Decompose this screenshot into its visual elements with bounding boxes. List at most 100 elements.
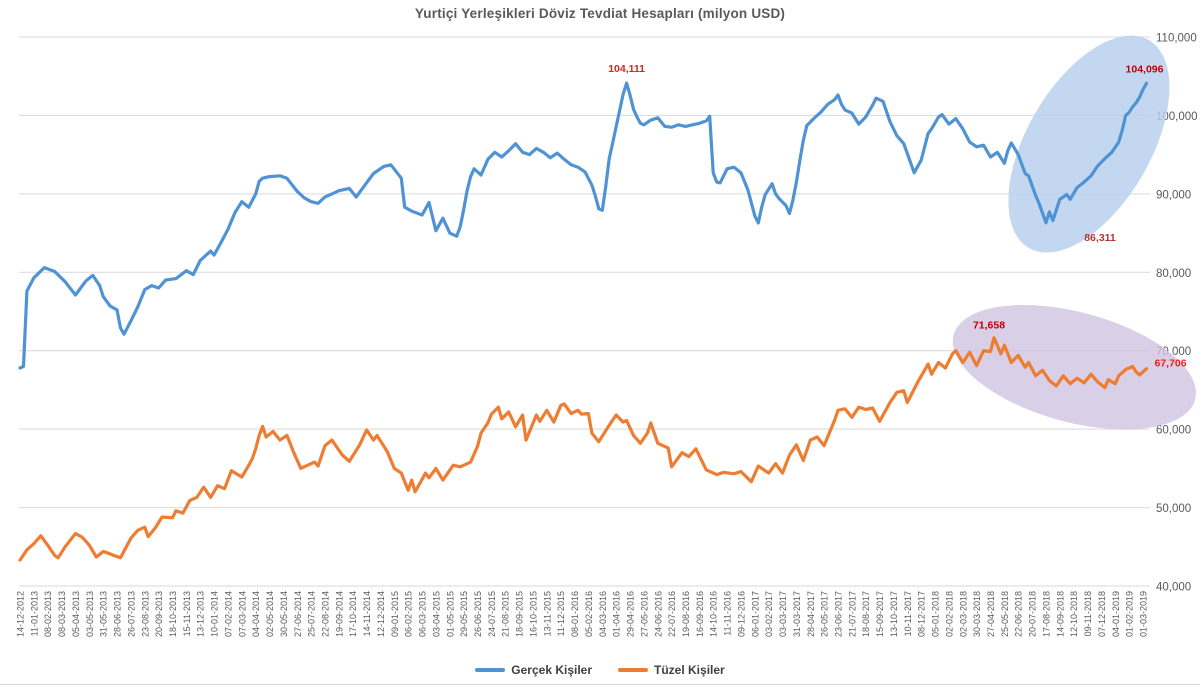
x-axis-label: 27-06-2014: [293, 591, 303, 637]
legend-item-gercek-kisiler: Gerçek Kişiler: [475, 663, 592, 677]
x-axis-label: 23-08-2013: [140, 591, 150, 637]
x-axis-label: 06-03-2015: [418, 591, 428, 637]
x-axis-label: 01-05-2015: [445, 591, 455, 637]
x-axis-label: 31-03-2017: [792, 591, 802, 637]
legend-swatch-blue-line-icon: [475, 668, 506, 672]
x-axis-label: 26-06-2015: [473, 591, 483, 637]
x-axis-label: 30-03-2018: [972, 591, 982, 637]
x-axis-label: 20-07-2018: [1028, 591, 1038, 637]
x-axis-label: 05-02-2016: [584, 591, 594, 637]
x-axis-label: 23-06-2017: [834, 591, 844, 637]
x-axis-label: 14-10-2016: [709, 591, 719, 637]
x-axis-label: 15-09-2017: [875, 591, 885, 637]
x-axis-label: 07-12-2018: [1097, 591, 1107, 637]
legend: Gerçek Kişiler Tüzel Kişiler: [0, 663, 1200, 677]
annotation-104111: 104,111: [608, 63, 645, 75]
x-axis-label: 03-04-2015: [431, 591, 441, 637]
x-axis-label: 17-08-2018: [1042, 591, 1052, 637]
x-axis-label: 27-05-2016: [639, 591, 649, 637]
y-axis-label: 40,000: [1156, 582, 1191, 594]
x-axis-label: 08-03-2013: [57, 591, 67, 637]
annotation-86311: 86,311: [1084, 232, 1116, 244]
x-axis-label: 02-02-2018: [944, 591, 954, 637]
x-axis-label: 04-03-2016: [598, 591, 608, 637]
y-axis-label: 50,000: [1156, 503, 1191, 515]
x-axis-label: 07-03-2014: [237, 591, 247, 637]
x-axis-label: 08-02-2013: [43, 591, 53, 637]
x-axis-label: 18-10-2013: [168, 591, 178, 637]
x-axis-label: 03-05-2013: [85, 591, 95, 637]
x-axis-label: 27-04-2018: [986, 591, 996, 637]
x-axis-label: 11-01-2013: [29, 591, 39, 636]
x-axis-label: 02-05-2014: [265, 591, 275, 637]
x-axis-label: 24-06-2016: [653, 591, 663, 637]
x-axis-label: 18-08-2017: [861, 591, 871, 637]
x-axis-label: 07-02-2014: [224, 591, 234, 637]
annotation-71658: 71,658: [973, 320, 1005, 332]
series-line-tuzel-kisiler: [18, 336, 1149, 562]
x-axis-label: 28-04-2017: [806, 591, 816, 637]
x-axis-label: 08-12-2017: [917, 591, 927, 637]
x-axis-label: 16-10-2015: [529, 591, 539, 637]
chart-title: Yurtiçi Yerleşikleri Döviz Tevdiat Hesap…: [414, 6, 786, 21]
x-axis-label: 24-07-2015: [487, 591, 497, 637]
x-axis-label: 09-01-2015: [390, 591, 400, 637]
x-axis-label: 30-05-2014: [279, 591, 289, 637]
x-axis-label: 31-05-2013: [99, 591, 109, 637]
blue-highlight-ellipse: [1008, 35, 1170, 253]
x-axis-label: 08-01-2016: [570, 591, 580, 637]
annotation-67706: 67,706: [1155, 358, 1187, 370]
x-axis-label: 11-11-2016: [723, 591, 733, 636]
x-axis-label: 04-01-2019: [1111, 591, 1121, 637]
x-axis-label: 10-01-2014: [210, 591, 220, 637]
x-axis-label: 05-04-2013: [71, 591, 81, 637]
x-axis-label: 21-08-2015: [501, 591, 511, 637]
x-axis-label: 13-10-2017: [889, 591, 899, 637]
x-axis-label: 29-04-2016: [626, 591, 636, 637]
x-axis-label: 19-08-2016: [681, 591, 691, 637]
x-axis-label: 13-11-2015: [542, 591, 552, 636]
x-axis-label: 28-06-2013: [113, 591, 123, 637]
x-axis-label: 26-05-2017: [820, 591, 830, 637]
x-axis-label: 20-09-2013: [154, 591, 164, 637]
legend-item-tuzel-kisiler: Tüzel Kişiler: [618, 663, 725, 677]
purple-highlight-ellipse: [952, 304, 1196, 430]
x-axis-label: 22-07-2016: [667, 591, 677, 637]
x-axis-label: 14-12-2012: [16, 591, 26, 637]
x-axis-label: 26-07-2013: [126, 591, 136, 637]
x-axis-label: 01-04-2016: [612, 591, 622, 637]
x-axis-label: 29-05-2015: [459, 591, 469, 637]
x-axis-label: 01-03-2019: [1139, 591, 1149, 637]
y-axis-label: 90,000: [1156, 189, 1191, 201]
x-axis-label: 12-10-2018: [1069, 591, 1079, 637]
x-axis-label: 14-11-2014: [362, 591, 372, 636]
series-line-gercek-kisiler: [18, 81, 1149, 370]
x-axis-label: 15-11-2013: [182, 591, 192, 636]
x-axis-label: 03-03-2017: [778, 591, 788, 637]
x-axis-label: 01-02-2019: [1125, 591, 1135, 637]
x-axis-label: 10-11-2017: [903, 591, 913, 636]
y-axis-label: 80,000: [1156, 268, 1191, 280]
x-axis-label: 04-04-2014: [251, 591, 261, 637]
x-axis-label: 05-01-2018: [931, 591, 941, 637]
x-axis-label: 22-08-2014: [321, 591, 331, 637]
legend-label-tuzel-kisiler: Tüzel Kişiler: [654, 663, 725, 677]
x-axis-label: 21-07-2017: [847, 591, 857, 637]
x-axis-label: 03-02-2017: [764, 591, 774, 637]
x-axis-label: 13-12-2013: [196, 591, 206, 637]
x-axis-label: 25-05-2018: [1000, 591, 1010, 637]
x-axis-label: 14-09-2018: [1055, 591, 1065, 637]
y-axis-label: 110,000: [1156, 33, 1197, 45]
legend-swatch-orange-line-icon: [618, 668, 649, 672]
x-axis-label: 06-02-2015: [404, 591, 414, 637]
legend-label-gercek-kisiler: Gerçek Kişiler: [511, 663, 593, 677]
x-axis-label: 16-09-2016: [695, 591, 705, 637]
x-axis-label: 25-07-2014: [307, 591, 317, 637]
y-axis-label: 60,000: [1156, 425, 1191, 437]
x-axis-label: 02-03-2018: [958, 591, 968, 637]
x-axis-label: 09-11-2018: [1083, 591, 1093, 636]
annotation-104096: 104,096: [1126, 63, 1164, 75]
x-axis-label: 11-12-2015: [556, 591, 566, 636]
